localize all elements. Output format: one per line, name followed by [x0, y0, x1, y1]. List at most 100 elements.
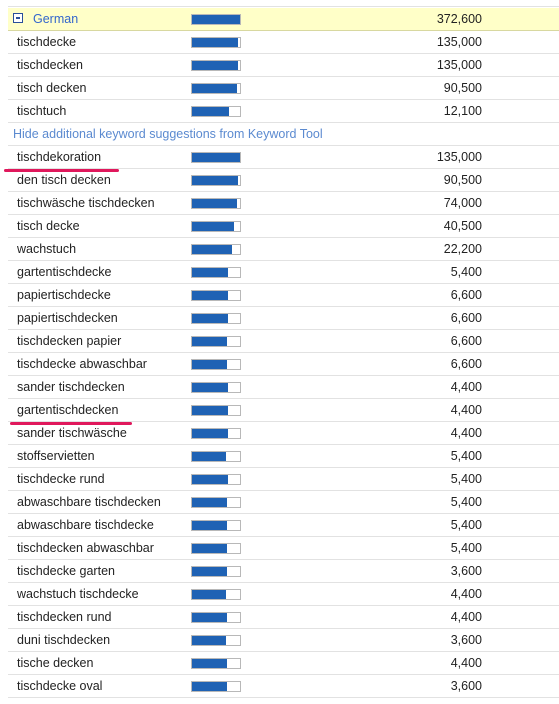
keyword: duni tischdecken — [17, 633, 111, 647]
keyword-row: papiertischdecke 6,600 — [8, 284, 559, 307]
keyword-row: sander tischdecken 4,400 — [8, 376, 559, 399]
keyword: papiertischdecke — [17, 288, 111, 302]
search-volume: 5,400 — [450, 495, 482, 509]
search-volume: 4,400 — [450, 656, 482, 670]
competition-bar — [191, 106, 241, 117]
competition-fill — [192, 567, 227, 576]
competition-fill — [192, 544, 227, 553]
search-volume: 22,200 — [443, 242, 482, 256]
keyword: tischdekoration — [17, 150, 102, 164]
search-volume: 40,500 — [443, 219, 482, 233]
competition-fill — [192, 360, 227, 369]
search-volume: 3,600 — [450, 679, 482, 693]
collapse-icon[interactable] — [13, 13, 23, 23]
competition-bar — [191, 267, 241, 278]
keyword-row: tischdecke abwaschbar 6,600 — [8, 353, 559, 376]
keyword: tischdecken papier — [17, 334, 122, 348]
competition-bar — [191, 290, 241, 301]
competition-bar — [191, 474, 241, 485]
keyword: tisch decke — [17, 219, 80, 233]
competition-fill — [192, 498, 227, 507]
competition-fill — [192, 521, 227, 530]
keyword: gartentischdecken — [17, 403, 119, 417]
keyword-row: tischdecke oval 3,600 — [8, 675, 559, 698]
search-volume: 4,400 — [450, 380, 482, 394]
search-volume: 4,400 — [450, 610, 482, 624]
competition-bar — [191, 313, 241, 324]
search-volume: 6,600 — [450, 334, 482, 348]
competition-fill — [192, 268, 228, 277]
competition-bar — [191, 382, 241, 393]
search-volume: 12,100 — [443, 104, 482, 118]
search-volume: 4,400 — [450, 426, 482, 440]
competition-fill — [192, 475, 228, 484]
search-volume: 6,600 — [450, 311, 482, 325]
keyword-row: tisch decken 90,500 — [8, 77, 559, 100]
competition-fill — [192, 199, 238, 208]
competition-fill — [192, 222, 235, 231]
cut-row — [8, 0, 559, 7]
keyword: den tisch decken — [17, 173, 111, 187]
competition-fill — [192, 383, 228, 392]
search-volume: 5,400 — [450, 541, 482, 555]
competition-bar — [191, 14, 241, 25]
competition-fill — [192, 153, 240, 162]
keyword: tischtuch — [17, 104, 67, 118]
search-volume: 3,600 — [450, 564, 482, 578]
search-volume: 4,400 — [450, 403, 482, 417]
keyword-row: tische decken 4,400 — [8, 652, 559, 675]
keyword: sander tischdecken — [17, 380, 125, 394]
keyword-row: den tisch decken 90,500 — [8, 169, 559, 192]
competition-bar — [191, 221, 241, 232]
hide-suggestions-link[interactable]: Hide additional keyword suggestions from… — [13, 127, 323, 141]
search-volume: 90,500 — [443, 81, 482, 95]
competition-fill — [192, 337, 227, 346]
search-volume: 5,400 — [450, 265, 482, 279]
search-volume: 135,000 — [436, 58, 482, 72]
search-volume: 3,600 — [450, 633, 482, 647]
keyword: tischwäsche tischdecken — [17, 196, 155, 210]
keyword-row: abwaschbare tischdecken 5,400 — [8, 491, 559, 514]
competition-fill — [192, 314, 228, 323]
keyword: stoffservietten — [17, 449, 95, 463]
competition-bar — [191, 83, 241, 94]
keyword-row: tischtuch 12,100 — [8, 100, 559, 123]
competition-bar — [191, 152, 241, 163]
keyword-row: tischdecke 135,000 — [8, 31, 559, 54]
keyword-row: tisch decke 40,500 — [8, 215, 559, 238]
keyword-row: duni tischdecken 3,600 — [8, 629, 559, 652]
keyword: tisch decken — [17, 81, 87, 95]
competition-bar — [191, 336, 241, 347]
competition-fill — [192, 176, 239, 185]
keyword: wachstuch tischdecke — [17, 587, 139, 601]
keyword-row: wachstuch 22,200 — [8, 238, 559, 261]
competition-bar — [191, 405, 241, 416]
search-volume: 372,600 — [436, 12, 482, 26]
competition-fill — [192, 84, 238, 93]
competition-fill — [192, 15, 240, 24]
competition-bar — [191, 658, 241, 669]
search-volume: 4,400 — [450, 587, 482, 601]
keyword-row: tischdecken 135,000 — [8, 54, 559, 77]
keyword-row: tischdecken papier 6,600 — [8, 330, 559, 353]
keyword-row: gartentischdecken 4,400 — [8, 399, 559, 422]
keyword: wachstuch — [17, 242, 77, 256]
keyword-row: tischdecke garten 3,600 — [8, 560, 559, 583]
competition-fill — [192, 61, 239, 70]
search-volume: 5,400 — [450, 449, 482, 463]
keyword: abwaschbare tischdecke — [17, 518, 154, 532]
competition-bar — [191, 589, 241, 600]
search-volume: 6,600 — [450, 288, 482, 302]
keyword: tischdecke oval — [17, 679, 103, 693]
group-label[interactable]: German — [33, 12, 79, 26]
competition-fill — [192, 406, 228, 415]
search-volume: 74,000 — [443, 196, 482, 210]
keyword: papiertischdecken — [17, 311, 118, 325]
competition-bar — [191, 520, 241, 531]
competition-bar — [191, 451, 241, 462]
keyword-row: stoffservietten 5,400 — [8, 445, 559, 468]
keyword-row: tischdecken abwaschbar 5,400 — [8, 537, 559, 560]
competition-fill — [192, 659, 227, 668]
competition-bar — [191, 543, 241, 554]
